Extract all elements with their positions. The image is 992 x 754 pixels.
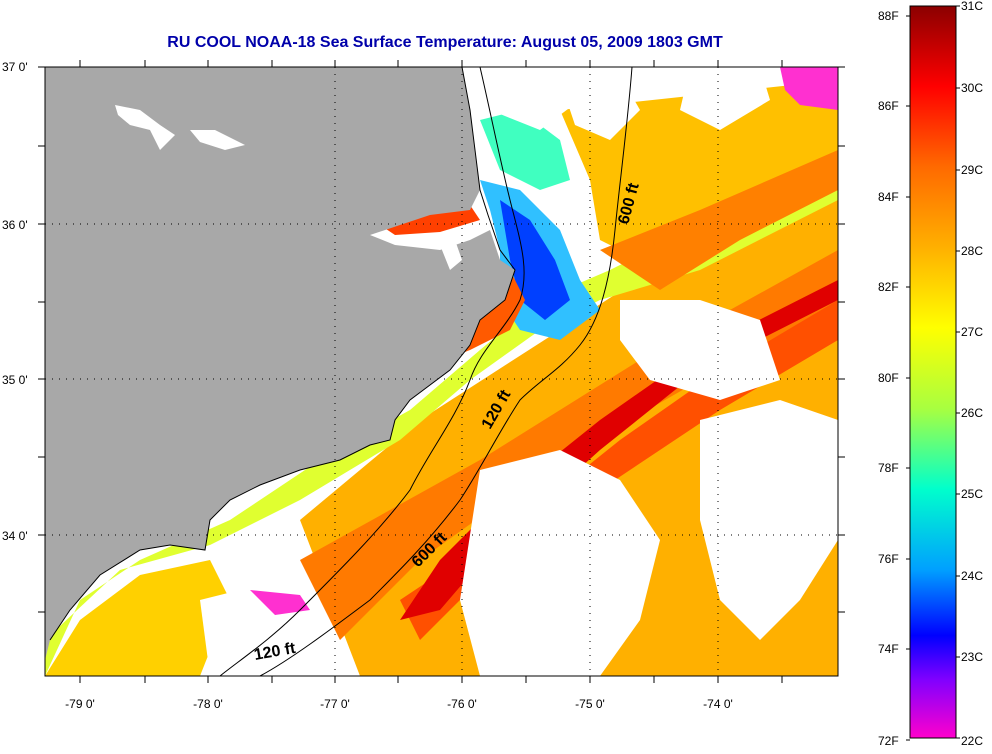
lat-label: 36 0' <box>2 218 28 232</box>
lat-label: 35 0' <box>2 373 28 387</box>
colorbar-f-label: 78F <box>878 461 899 475</box>
coastline <box>49 66 516 641</box>
colorbar-f-label: 82F <box>878 280 899 294</box>
colorbar-f-label: 84F <box>878 190 899 204</box>
colorbar-c-label: 23C <box>961 650 983 664</box>
colorbar-c-label: 28C <box>961 244 983 258</box>
lat-label: 37 0' <box>2 60 28 74</box>
colorbar-f-label: 86F <box>878 99 899 113</box>
colorbar-c-label: 25C <box>961 487 983 501</box>
lat-label: 34 0' <box>2 529 28 543</box>
colorbar-c-label: 27C <box>961 325 983 339</box>
bathymetry-contours <box>219 66 633 677</box>
lake-1 <box>115 105 175 150</box>
colorbar-c-label: 29C <box>961 163 983 177</box>
map-frame <box>44 66 839 677</box>
lon-label: -78 0' <box>193 697 223 711</box>
colorbar-f-label: 72F <box>878 734 899 748</box>
colorbar-c-label: 22C <box>961 734 983 748</box>
colorbar-c-label: 26C <box>961 406 983 420</box>
lake-3 <box>440 240 462 270</box>
lon-label: -75 0' <box>575 697 605 711</box>
map-title: RU COOL NOAA-18 Sea Surface Temperature:… <box>167 34 723 51</box>
land-mass <box>45 67 515 660</box>
cloud-mask <box>200 67 838 676</box>
colorbar-f-label: 88F <box>878 9 899 23</box>
colorbar-ticks <box>906 5 960 741</box>
colorbar-f-label: 76F <box>878 552 899 566</box>
axis-ticks <box>38 60 845 683</box>
colorbar-c-label: 31C <box>961 0 983 13</box>
lon-label: -77 0' <box>320 697 350 711</box>
lon-label: -74 0' <box>703 697 733 711</box>
colorbar-c-label: 24C <box>961 569 983 583</box>
lon-label: -79 0' <box>65 697 95 711</box>
colorbar <box>909 5 957 739</box>
colorbar-f-label: 80F <box>878 371 899 385</box>
lake-2 <box>190 130 245 150</box>
colorbar-f-label: 74F <box>878 642 899 656</box>
colorbar-c-label: 30C <box>961 81 983 95</box>
lon-label: -76 0' <box>447 697 477 711</box>
